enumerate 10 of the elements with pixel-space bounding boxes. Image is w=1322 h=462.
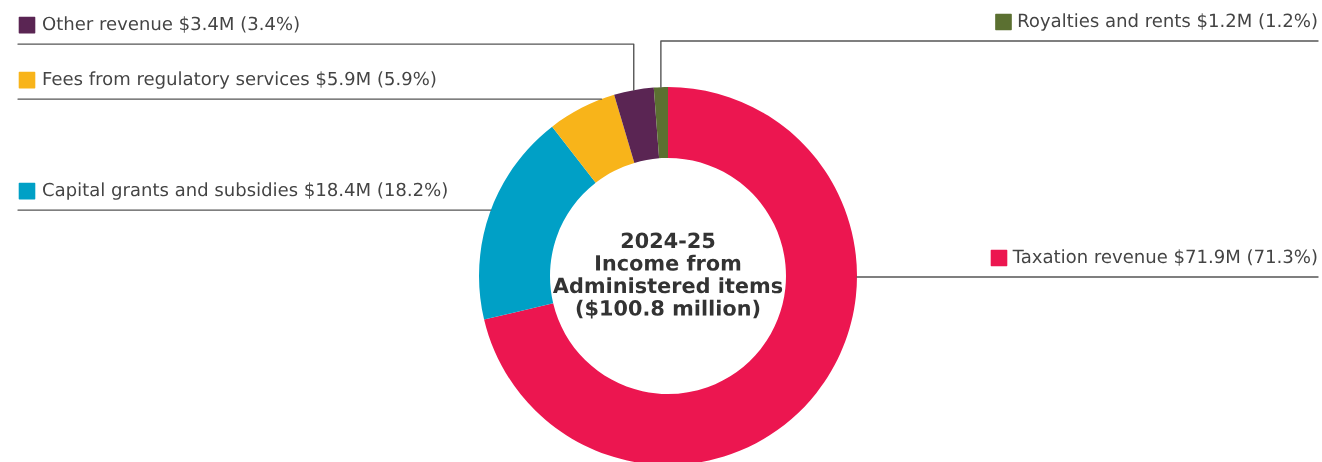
- legend-label: Fees from regulatory services $5.9M (5.9%): [43, 71, 436, 89]
- donut-slice: [552, 94, 635, 183]
- donut-slice: [653, 87, 668, 159]
- legend-label: Capital grants and subsidies $18.4M (18.2%): [43, 182, 447, 200]
- legend-label: Royalties and rents $1.2M (1.2%): [1018, 13, 1317, 31]
- legend-label: Other revenue $3.4M (3.4%): [43, 16, 299, 33]
- donut-slice: [614, 87, 660, 163]
- legend-label: Taxation revenue $71.9M (71.3%): [1012, 249, 1317, 266]
- donut-slice: [484, 87, 857, 462]
- text: 2024-25 Income from Administered items ($100.8 million): [552, 232, 783, 319]
